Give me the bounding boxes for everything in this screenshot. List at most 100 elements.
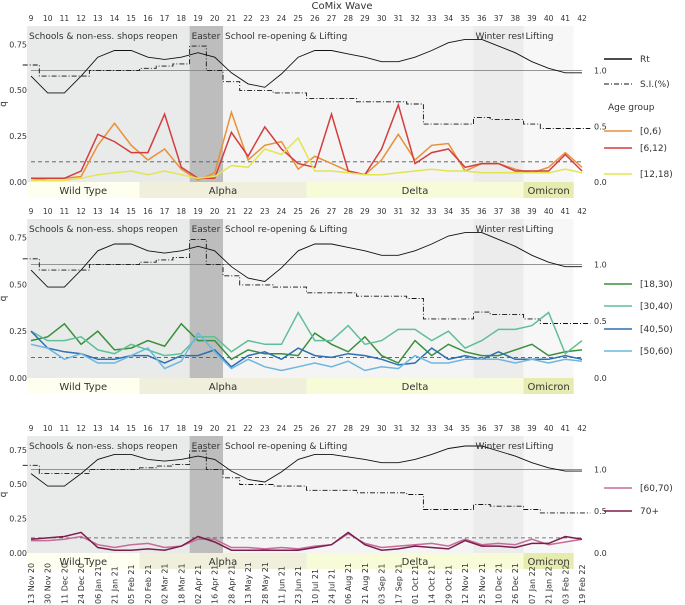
date-tick-label: 03 Feb 22	[561, 564, 570, 604]
date-tick-label: 21 Jan 22	[545, 566, 554, 604]
right-tick-label: 1.0	[594, 67, 607, 76]
period-label: Schools & non-ess. shops reopen	[29, 442, 178, 452]
date-tick-label: 03 Sep 21	[378, 563, 387, 604]
wave-tick-label: 33	[427, 207, 437, 216]
wave-tick-label: 41	[561, 207, 571, 216]
series-line--50-60-	[30, 331, 583, 372]
wave-tick-label: 42	[577, 424, 587, 433]
wave-tick-label: 33	[427, 424, 437, 433]
right-tick-label: 0.0	[594, 178, 607, 187]
period-label: Lifting	[526, 442, 554, 452]
variant-label: Wild Type	[59, 382, 107, 393]
wave-tick-label: 33	[427, 14, 437, 23]
wave-tick-label: 23	[260, 424, 270, 433]
wave-tick-label: 27	[327, 424, 337, 433]
wave-tick-label: 32	[410, 207, 420, 216]
variant-band	[523, 182, 574, 198]
wave-tick-label: 19	[193, 207, 203, 216]
wave-tick-label: 15	[126, 207, 136, 216]
period-label: Winter restrictions	[475, 225, 558, 235]
wave-tick-label: 15	[126, 424, 136, 433]
wave-tick-label: 34	[444, 207, 454, 216]
chart-title: CoMix Wave	[311, 1, 372, 12]
date-tick-label: 01 Oct 21	[411, 565, 420, 604]
date-tick-label: 06 Jan 21	[94, 566, 103, 604]
date-tick-label: 14 Oct 21	[428, 565, 437, 604]
wave-tick-label: 28	[343, 424, 353, 433]
wave-tick-label: 38	[510, 424, 520, 433]
date-tick-label: 06 Aug 21	[344, 563, 353, 604]
wave-tick-label: 21	[227, 424, 237, 433]
legend-series-label: [0,6)	[640, 127, 661, 137]
wave-tick-label: 23	[260, 14, 270, 23]
period-label: Easter pause	[192, 225, 251, 235]
right-tick-label: 1.0	[594, 465, 607, 474]
date-tick-label: 13 May 21	[244, 562, 253, 604]
left-tick-label: 0.75	[9, 234, 27, 243]
y-axis-label: q̅	[0, 491, 9, 497]
right-tick-label: 0.0	[594, 549, 607, 558]
variant-label: Wild Type	[59, 557, 107, 568]
wave-tick-label: 21	[227, 14, 237, 23]
period-band	[27, 436, 190, 553]
legend-series-label: 70+	[640, 507, 659, 517]
wave-tick-label: 37	[494, 207, 504, 216]
legend-title: Age group	[608, 103, 655, 113]
period-band	[473, 26, 524, 182]
variant-band	[523, 553, 574, 569]
left-tick-label: 0.50	[9, 86, 27, 95]
date-tick-label: 30 Nov 20	[44, 563, 53, 604]
wave-tick-label: 32	[410, 14, 420, 23]
period-label: Winter restrictions	[475, 442, 558, 452]
series-line--30-40-	[30, 310, 583, 357]
date-tick-label: 02 Apr 21	[194, 565, 203, 604]
variant-label: Alpha	[209, 382, 237, 393]
wave-tick-label: 36	[477, 424, 487, 433]
variant-band	[523, 378, 574, 394]
period-label: Easter pause	[192, 442, 251, 452]
period-band	[223, 436, 474, 553]
wave-tick-label: 16	[143, 14, 153, 23]
right-tick-label: 0.5	[594, 122, 607, 131]
left-tick-label: 0.50	[9, 480, 27, 489]
y-axis-label: q̅	[0, 101, 9, 107]
left-tick-label: 0.00	[9, 374, 27, 383]
wave-tick-label: 41	[561, 424, 571, 433]
y-axis-label: q̅	[0, 295, 9, 301]
period-label: School re-opening & Lifting	[225, 225, 347, 235]
wave-tick-label: 35	[460, 14, 470, 23]
wave-tick-label: 35	[460, 424, 470, 433]
period-band	[223, 26, 474, 182]
wave-tick-label: 18	[176, 207, 186, 216]
wave-tick-label: 18	[176, 14, 186, 23]
wave-tick-label: 18	[176, 424, 186, 433]
period-label: School re-opening & Lifting	[225, 442, 347, 452]
date-tick-label: 11 Jun 21	[277, 566, 286, 604]
wave-tick-label: 14	[110, 424, 120, 433]
wave-tick-label: 36	[477, 14, 487, 23]
legend-series-label: [6,12)	[640, 144, 667, 154]
wave-tick-label: 13	[93, 424, 103, 433]
wave-tick-label: 20	[210, 207, 220, 216]
wave-tick-label: 17	[160, 14, 170, 23]
wave-tick-label: 38	[510, 14, 520, 23]
wave-tick-label: 25	[293, 14, 303, 23]
wave-tick-label: 40	[544, 424, 554, 433]
left-tick-label: 0.50	[9, 280, 27, 289]
legend-series-label: [50,60)	[640, 347, 673, 357]
legend-series-label: [12,18)	[640, 170, 673, 180]
wave-tick-label: 24	[277, 424, 287, 433]
period-band	[523, 26, 574, 182]
wave-tick-label: 28	[343, 14, 353, 23]
wave-tick-label: 9	[29, 424, 34, 433]
legend-series-label: [18,30)	[640, 280, 673, 290]
wave-tick-label: 39	[527, 207, 537, 216]
wave-tick-label: 42	[577, 14, 587, 23]
panel-2: Schools & non-ess. shops reopen Easter pa…	[0, 207, 607, 394]
wave-tick-label: 27	[327, 14, 337, 23]
wave-tick-label: 27	[327, 207, 337, 216]
period-label: Schools & non-ess. shops reopen	[29, 225, 178, 235]
variant-band	[27, 378, 140, 394]
si-line	[22, 450, 591, 514]
period-label: Easter pause	[192, 32, 251, 42]
